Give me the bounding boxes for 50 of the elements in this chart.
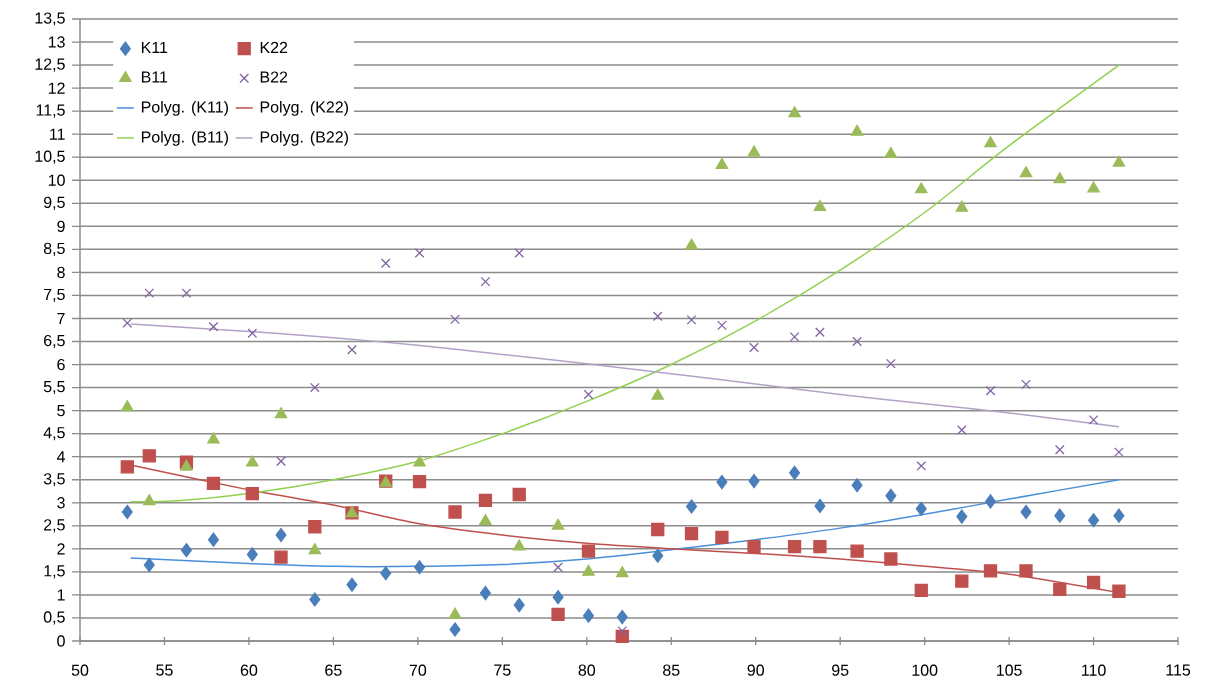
y-tick-label: 10	[48, 174, 65, 186]
y-tick-label: 2	[57, 543, 65, 555]
y-tick-label: 6,5	[44, 334, 65, 349]
x-tick-label: 55	[156, 664, 173, 676]
legend-label: B11	[141, 71, 168, 83]
x-tick-label: 95	[832, 664, 849, 676]
y-tick-label: 8	[57, 266, 65, 279]
y-tick-label: 11	[50, 128, 65, 140]
y-tick-label: 2,5	[44, 519, 65, 533]
y-tick-label: 10,5	[35, 150, 65, 164]
x-tick-label: 70	[409, 664, 427, 676]
y-tick-label: 13	[48, 36, 65, 48]
x-tick-label: 65	[325, 664, 342, 676]
x-tick-label: 85	[663, 664, 680, 676]
x-tick-label: 115	[1166, 664, 1191, 676]
y-tick-label: 12,5	[35, 58, 65, 72]
legend-label: Polyg. (K22)	[260, 100, 348, 116]
legend-label: B22	[260, 71, 288, 83]
y-tick-label: 3,5	[43, 473, 65, 487]
y-tick-label: 0	[57, 635, 65, 647]
legend-label: Polyg. (B22)	[260, 130, 348, 146]
x-tick-label: 110	[1082, 664, 1106, 676]
y-tick-label: 12	[48, 82, 65, 94]
y-tick-label: 4	[56, 451, 66, 463]
y-tick-label: 4,5	[43, 427, 65, 441]
y-tick-label: 5	[57, 405, 65, 417]
legend-label: Polyg. (K11)	[141, 100, 228, 116]
y-tick-label: 7	[57, 312, 65, 324]
y-tick-label: 11,5	[36, 104, 65, 118]
y-tick-label: 3	[57, 497, 65, 509]
legend-label: K11	[141, 41, 168, 53]
y-tick-label: 1,5	[44, 565, 65, 579]
y-tick-label: 9	[57, 220, 65, 232]
y-tick-label: 5,5	[43, 381, 65, 395]
x-tick-label: 60	[240, 664, 258, 676]
x-tick-label: 75	[494, 664, 511, 676]
y-tick-label: 13,5	[35, 12, 65, 26]
x-tick-label: 100	[912, 664, 938, 676]
x-tick-label: 80	[578, 664, 596, 676]
y-tick-label: 6	[57, 358, 65, 371]
x-tick-label: 90	[747, 664, 764, 676]
y-tick-label: 9,5	[43, 196, 65, 210]
x-tick-label: 105	[996, 664, 1022, 676]
y-tick-label: 8,5	[43, 242, 65, 256]
legend-label: Polyg. (B11)	[141, 130, 228, 146]
y-tick-label: 7,5	[44, 288, 65, 302]
y-tick-label: 1	[57, 589, 65, 601]
y-tick-label: 0,5	[43, 611, 65, 625]
legend-label: K22	[260, 41, 288, 54]
x-tick-label: 50	[71, 664, 89, 676]
